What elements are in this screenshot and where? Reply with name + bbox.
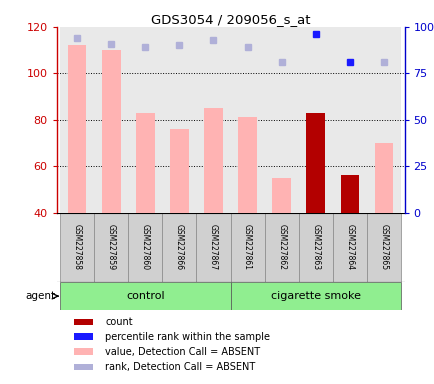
Text: control: control xyxy=(126,291,164,301)
Text: GSM227867: GSM227867 xyxy=(208,224,217,270)
Title: GDS3054 / 209056_s_at: GDS3054 / 209056_s_at xyxy=(151,13,309,26)
Text: GSM227864: GSM227864 xyxy=(345,224,354,270)
Bar xyxy=(135,113,154,212)
Text: percentile rank within the sample: percentile rank within the sample xyxy=(105,331,270,341)
Bar xyxy=(60,282,230,310)
Bar xyxy=(204,108,222,212)
Bar xyxy=(196,27,230,212)
Text: GSM227862: GSM227862 xyxy=(276,224,286,270)
Bar xyxy=(340,175,358,212)
Bar xyxy=(230,282,400,310)
Bar xyxy=(196,212,230,282)
Bar xyxy=(67,45,86,212)
Bar xyxy=(366,212,400,282)
Bar xyxy=(332,212,366,282)
Text: cigarette smoke: cigarette smoke xyxy=(270,291,360,301)
Bar xyxy=(128,212,162,282)
Text: value, Detection Call = ABSENT: value, Detection Call = ABSENT xyxy=(105,347,260,357)
Bar xyxy=(332,27,366,212)
Bar xyxy=(60,27,94,212)
Text: count: count xyxy=(105,317,133,327)
Text: GSM227865: GSM227865 xyxy=(379,224,388,270)
Bar xyxy=(170,129,188,212)
Bar xyxy=(298,27,332,212)
Bar xyxy=(162,27,196,212)
Text: rank, Detection Call = ABSENT: rank, Detection Call = ABSENT xyxy=(105,362,255,372)
Bar xyxy=(74,348,93,355)
Text: GSM227866: GSM227866 xyxy=(174,224,184,270)
Text: GSM227863: GSM227863 xyxy=(311,224,319,270)
Bar xyxy=(374,143,393,212)
Text: GSM227860: GSM227860 xyxy=(141,224,149,270)
Text: GSM227859: GSM227859 xyxy=(106,224,115,270)
Bar xyxy=(366,27,400,212)
Text: GSM227858: GSM227858 xyxy=(72,224,81,270)
Bar xyxy=(94,27,128,212)
Text: GSM227861: GSM227861 xyxy=(243,224,252,270)
Bar xyxy=(128,27,162,212)
Bar xyxy=(306,113,325,212)
Bar xyxy=(272,178,290,212)
Bar xyxy=(102,50,120,212)
Bar xyxy=(298,212,332,282)
Bar xyxy=(60,212,94,282)
Bar xyxy=(264,27,298,212)
Bar xyxy=(74,364,93,370)
Bar xyxy=(94,212,128,282)
Bar xyxy=(230,212,264,282)
Bar xyxy=(162,212,196,282)
Bar xyxy=(74,319,93,325)
Bar xyxy=(238,118,256,212)
Bar xyxy=(74,333,93,340)
Bar xyxy=(230,27,264,212)
Bar xyxy=(264,212,298,282)
Text: agent: agent xyxy=(26,291,56,301)
